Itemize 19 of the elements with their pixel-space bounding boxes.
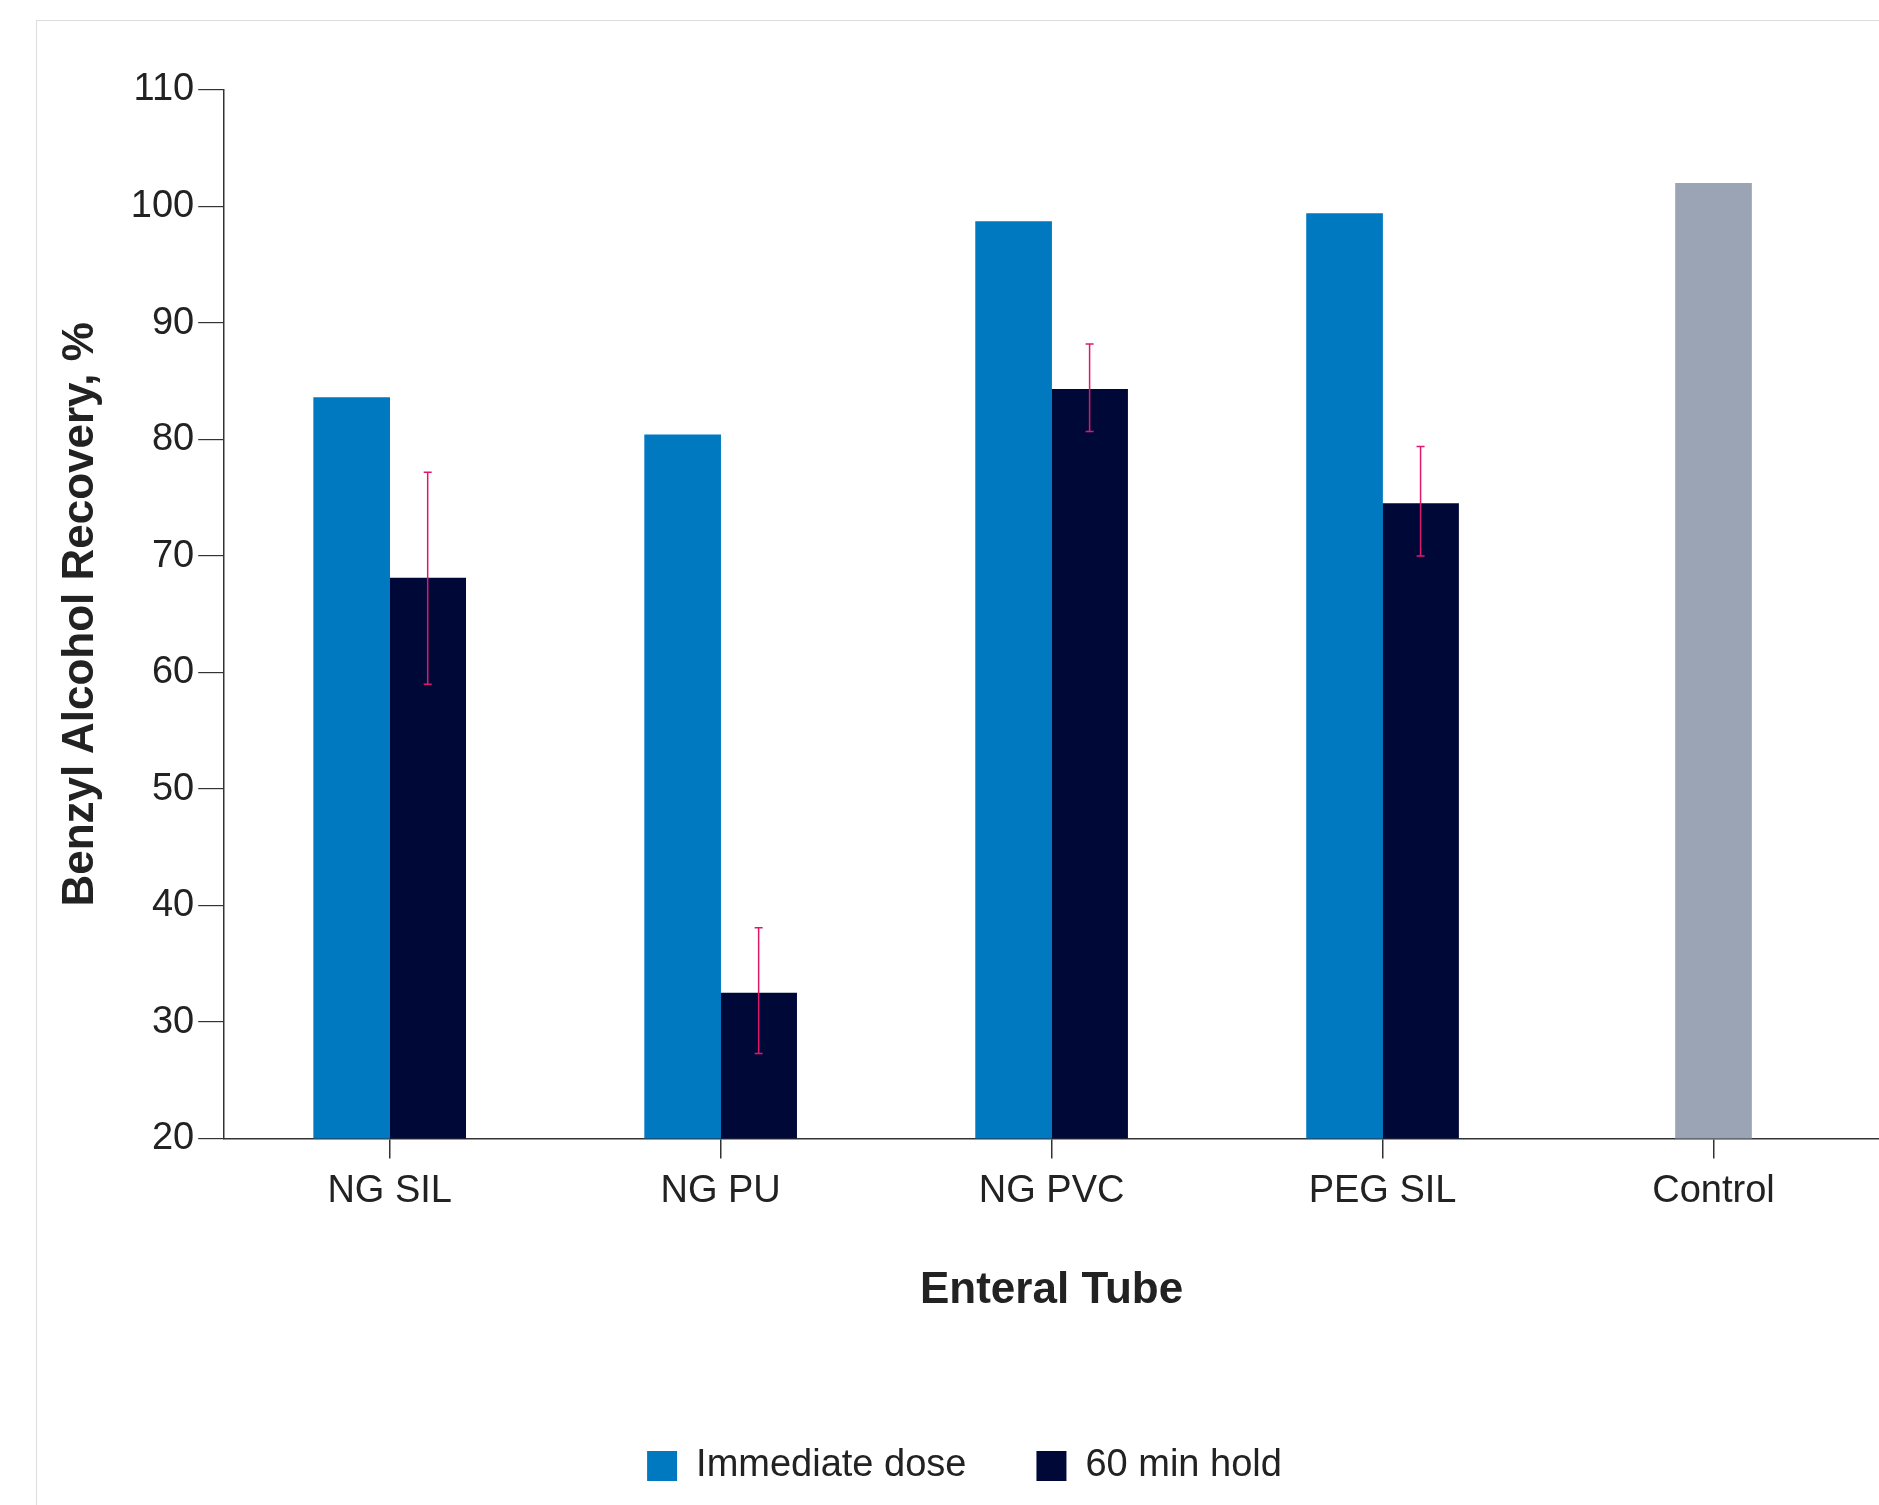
x-tick-label: NG PU <box>660 1167 781 1210</box>
x-tick-label: PEG SIL <box>1308 1167 1457 1210</box>
legend-label: Immediate dose <box>696 1442 967 1485</box>
y-tick-label: 70 <box>151 532 195 575</box>
y-tick-label: 30 <box>151 998 195 1041</box>
y-axis-title: Benzyl Alcohol Recovery, % <box>52 322 102 907</box>
x-tick-label: NG SIL <box>327 1167 452 1210</box>
y-tick-label: 90 <box>151 299 195 342</box>
y-tick-label: 60 <box>151 649 195 692</box>
x-tick-label: NG PVC <box>978 1167 1125 1210</box>
y-tick-label: 20 <box>151 1115 195 1158</box>
y-tick-label: 50 <box>151 765 195 808</box>
y-tick-label: 100 <box>130 183 195 225</box>
y-tick-label: 80 <box>151 416 195 459</box>
x-tick-label: Control <box>1652 1167 1775 1210</box>
legend-label: 60 min hold <box>1085 1442 1282 1485</box>
x-axis-title: Enteral Tube <box>919 1262 1184 1312</box>
y-tick-label: 40 <box>151 882 195 925</box>
y-tick-label: 110 <box>133 66 195 109</box>
